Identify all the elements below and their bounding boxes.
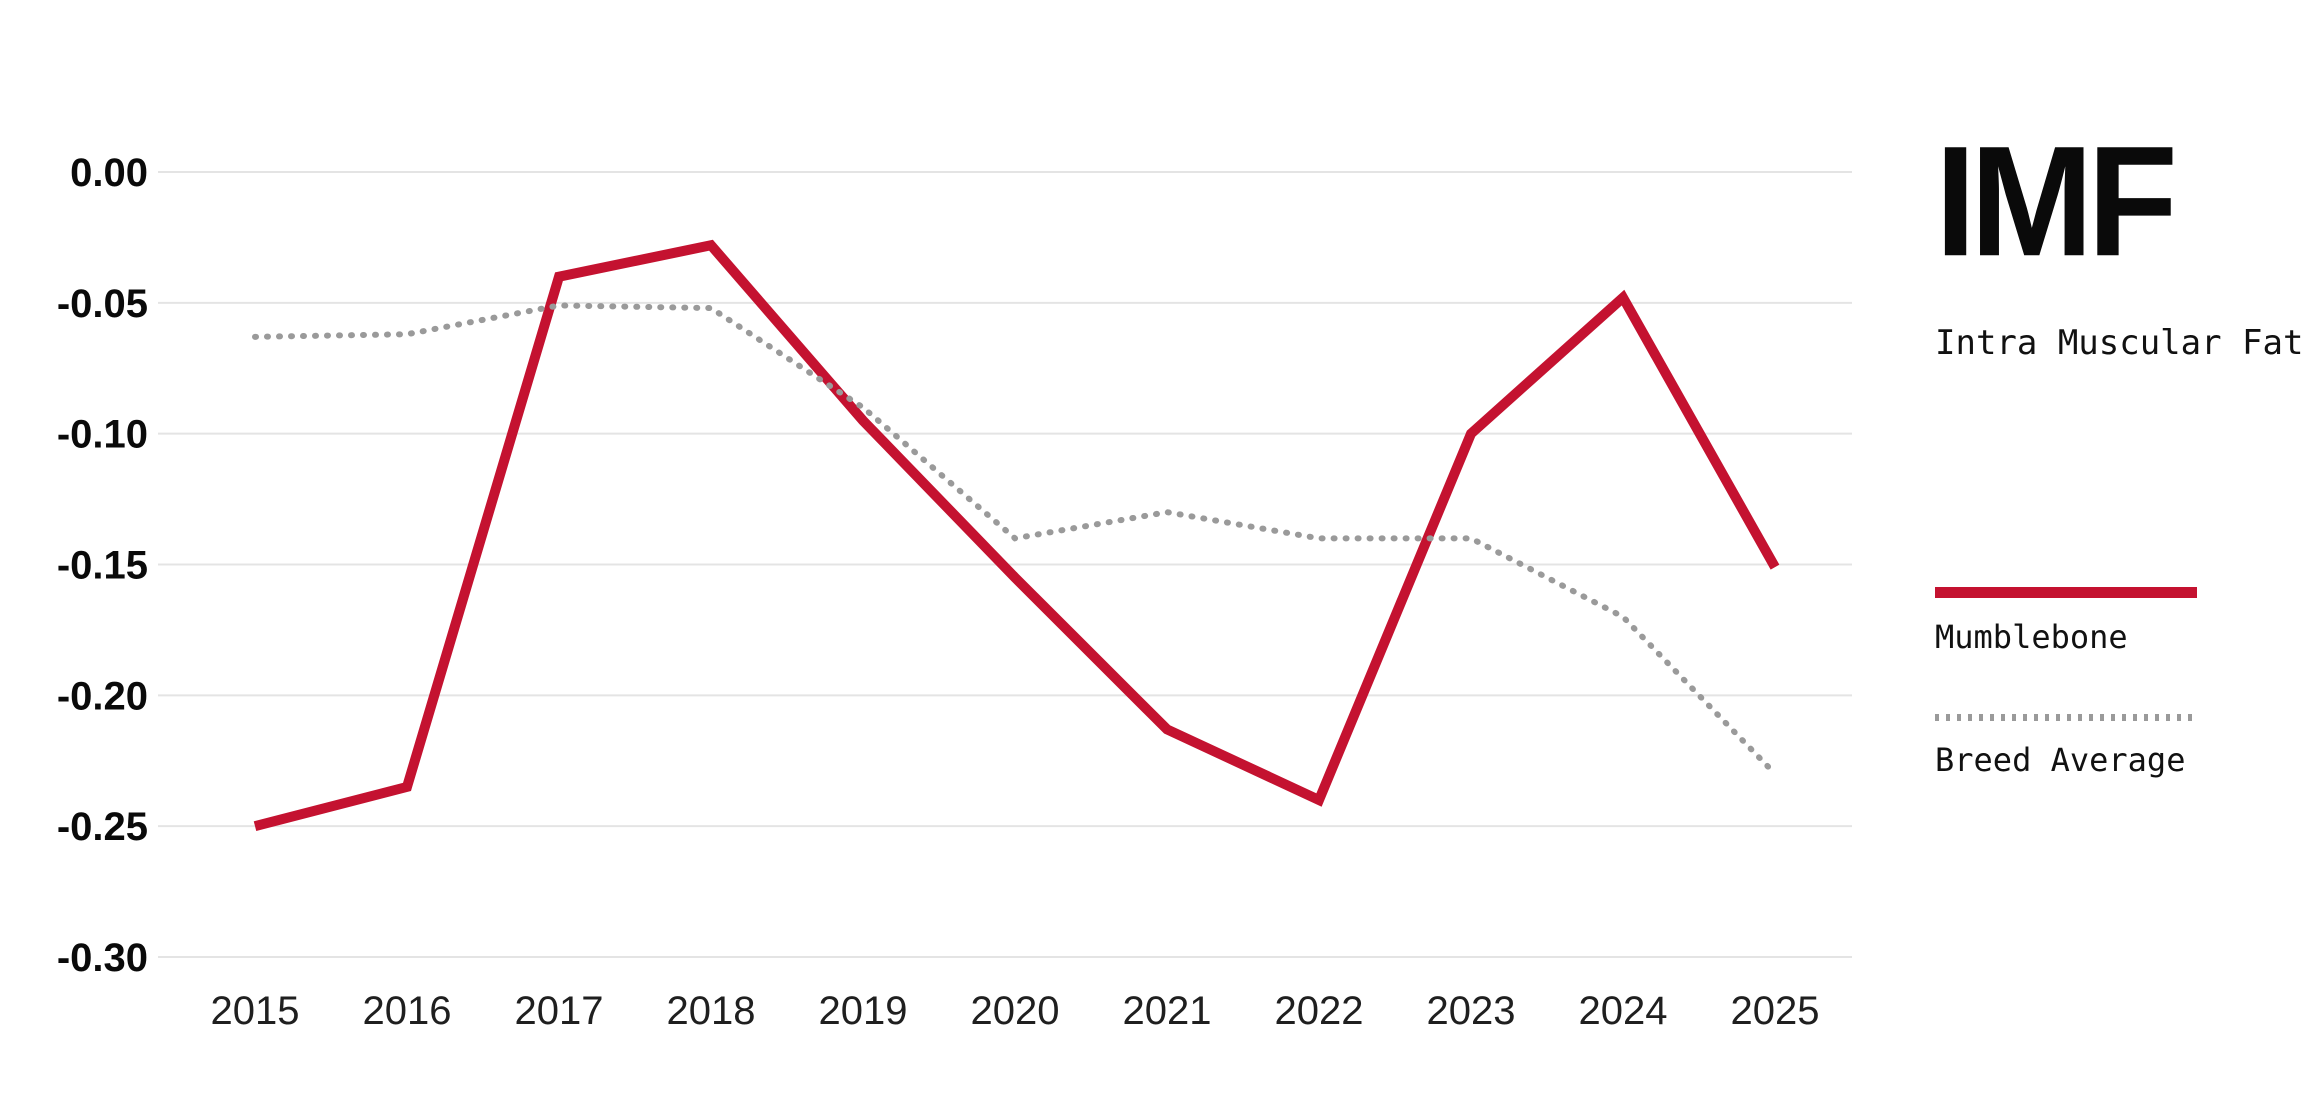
y-tick-label: -0.15 <box>57 544 148 588</box>
series-line-mumblebone <box>253 239 1780 832</box>
legend-item-breed-average: Breed Average <box>1935 714 2320 779</box>
legend-item-mumblebone: Mumblebone <box>1935 587 2320 656</box>
x-tick-label: 2019 <box>819 989 908 1033</box>
series-line-breed-average <box>252 302 1778 777</box>
legend-label-breed-average: Breed Average <box>1935 741 2186 780</box>
side-panel: IMF Intra Muscular Fat Mumblebone Breed … <box>1935 114 2320 837</box>
x-tick-label: 2017 <box>515 989 604 1033</box>
line-chart: 0.00 -0.05 -0.10 -0.15 -0.20 -0.25 -0.30 2015 20… <box>57 151 1852 1033</box>
legend: Mumblebone Breed Average <box>1935 587 2320 779</box>
y-tick-label: -0.20 <box>57 674 148 718</box>
x-tick-label: 2021 <box>1123 989 1212 1033</box>
breed-average-line-swatch <box>1935 714 2197 722</box>
y-tick-label: -0.05 <box>57 282 148 326</box>
x-tick-label: 2015 <box>211 989 300 1033</box>
legend-label-mumblebone: Mumblebone <box>1935 618 2128 657</box>
x-tick-label: 2018 <box>667 989 756 1033</box>
chart-subtitle: Intra Muscular Fat <box>1935 322 2304 363</box>
y-tick-label: -0.10 <box>57 413 148 457</box>
x-tick-label: 2023 <box>1427 989 1516 1033</box>
x-tick-label: 2024 <box>1579 989 1668 1033</box>
x-tick-label: 2020 <box>971 989 1060 1033</box>
mumblebone-line-swatch <box>1935 587 2197 599</box>
x-tick-label: 2025 <box>1731 989 1820 1033</box>
y-tick-label: -0.30 <box>57 936 148 980</box>
x-tick-label: 2022 <box>1275 989 1364 1033</box>
imf-logo: IMF <box>1935 114 2178 290</box>
y-tick-label: -0.25 <box>57 805 148 849</box>
x-tick-label: 2016 <box>363 989 452 1033</box>
y-tick-label: 0.00 <box>70 151 148 195</box>
